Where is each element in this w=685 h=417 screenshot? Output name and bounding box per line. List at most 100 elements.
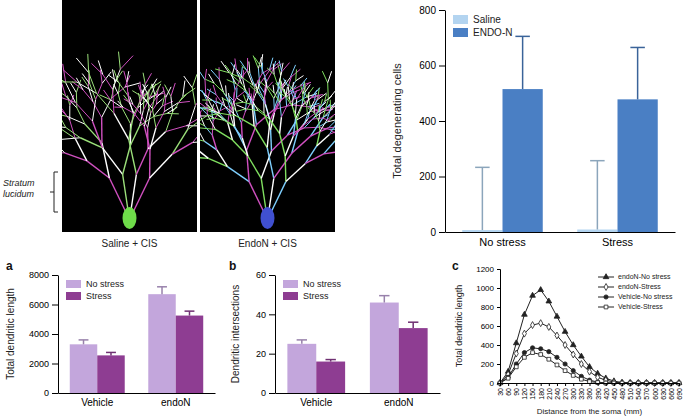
tick: 20 [256,349,275,359]
tick-mark [524,383,525,386]
legend-entry: endoN-No stress [598,273,671,280]
dendrite [302,97,312,105]
dendrite [120,56,133,70]
tick: 30 [497,383,504,396]
tick: 0 [261,388,275,398]
dendrite [280,117,282,134]
tick-mark [497,269,500,270]
series-line [500,290,679,383]
tick: 330 [578,383,585,400]
dendrite [235,59,237,71]
dendrite [261,151,271,178]
dendrite [62,116,66,127]
dendrite [308,108,314,113]
dendrite [76,58,88,73]
panel-label: b [229,259,236,273]
bar [503,89,543,232]
tick-label: 30 [497,388,504,396]
tick-mark [439,10,445,11]
tick: 200 [481,360,500,369]
dendrite [253,85,264,99]
dendrite [155,84,161,95]
dendrite [294,96,301,99]
dendrite [213,85,216,95]
marker [523,355,527,359]
marker [514,350,518,357]
tick-mark [439,232,445,233]
legend: SalineENDO-N [453,14,512,38]
marker [554,313,560,318]
dendrite [328,88,335,100]
error-line [522,36,524,89]
dendrite [62,83,66,96]
tick-mark [679,383,680,386]
tick: 420 [603,383,610,400]
dendrite [236,109,246,112]
soma [261,207,275,229]
legend-entry: endoN-Stress [598,283,661,290]
dendrite [102,72,111,83]
plot-marks [70,287,203,393]
legend-marker [603,274,609,279]
tick-label: endoN [384,397,413,408]
dendrite [292,105,308,107]
error-bar [325,360,335,362]
marker [530,346,534,350]
bar [370,303,399,393]
legend-label: ENDO-N [473,27,512,38]
dendrite [152,95,154,109]
tick-label: 300 [570,388,577,400]
dendrite [274,93,280,102]
dendrite [319,121,320,131]
error-bar [379,296,389,303]
tick: Stress [602,232,634,248]
legend-label: endoN-No stress [618,273,671,280]
figure-svg: Saline + CISEndoN + CISStratumlucidum020… [0,0,685,417]
tick: 630 [660,383,667,400]
tick: 200 [419,171,445,182]
marker [563,342,567,349]
tick-label: 800 [419,5,436,16]
legend: No stressStress [66,279,125,301]
tick-label: 600 [419,60,436,71]
legend-entry: No stress [283,279,342,289]
tick-label: 6000 [29,300,49,310]
tick-mark [614,383,615,386]
dendrite [193,141,197,142]
axis-line [59,393,216,394]
marker [563,369,567,373]
dendrite [144,109,148,127]
dendrite [62,105,67,116]
dendrite [96,83,103,99]
tick-mark [497,288,500,289]
dendrite [66,83,76,103]
tick: 510 [627,383,634,400]
bar [399,328,428,393]
tick: 6000 [29,300,58,310]
dendrite [292,136,311,153]
tick-mark [439,66,445,67]
tick-mark [52,334,58,335]
marker [555,355,559,359]
tick-mark [52,364,58,365]
dendrite [272,135,288,151]
tick-label: 20 [256,349,266,359]
tick-label: 360 [586,388,593,400]
dendrite [216,95,223,105]
tick: 180 [538,383,545,400]
tick: 2000 [29,359,58,369]
tick: 480 [619,383,626,400]
dendrite [267,70,273,82]
dendrite [164,97,166,111]
tick: 240 [554,383,561,400]
marker [562,328,568,333]
tick-mark [497,364,500,365]
dendrite [118,101,124,108]
panel-label: c [452,259,459,273]
tick-label: 570 [643,388,650,400]
dendrite [320,107,323,113]
dendrite [224,105,237,116]
axis-title: Total dendritic length [454,285,464,368]
tick-mark [52,393,58,394]
error-line [161,287,163,294]
